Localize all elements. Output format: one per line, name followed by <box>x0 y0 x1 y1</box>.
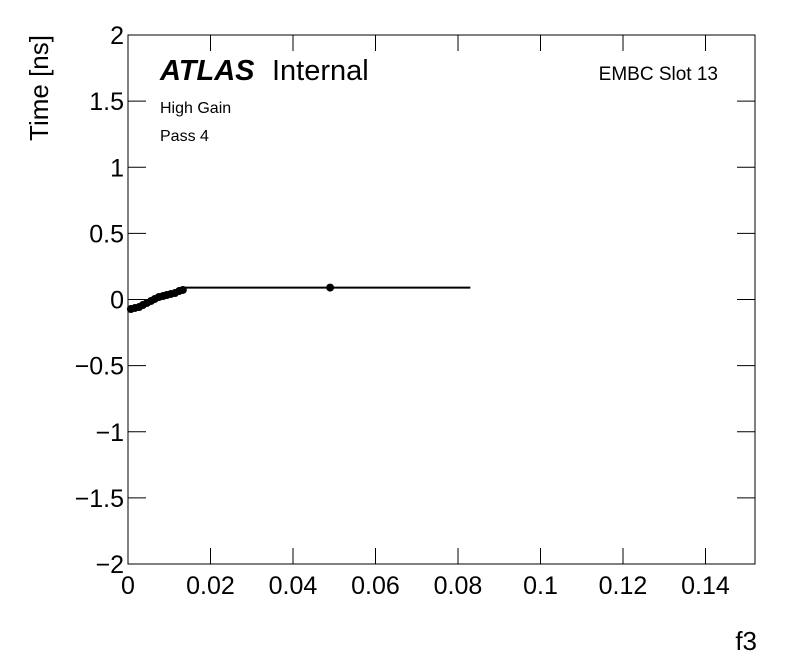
x-tick-label: 0.06 <box>351 572 400 600</box>
y-tick-label: 1.5 <box>89 88 124 116</box>
x-tick-label: 0.08 <box>434 572 483 600</box>
y-tick-label: −0.5 <box>75 353 124 381</box>
y-tick-label: 0.5 <box>89 220 124 248</box>
x-tick-label: 0.1 <box>523 572 558 600</box>
x-tick-label: 0.04 <box>269 572 318 600</box>
data-point <box>326 283 335 292</box>
y-axis-label: Time [ns] <box>24 35 54 141</box>
y-tick-label: −1.5 <box>75 485 124 513</box>
annotation: High Gain <box>160 100 231 117</box>
data-point <box>178 285 187 294</box>
x-tick-label: 0.02 <box>186 572 235 600</box>
atlas-label: ATLAS <box>159 55 255 87</box>
x-tick-label: 0.12 <box>599 572 648 600</box>
y-tick-label: 0 <box>110 287 124 315</box>
annotation: Pass 4 <box>160 128 209 145</box>
x-axis-label: f3 <box>735 626 757 656</box>
y-tick-label: −1 <box>95 419 124 447</box>
y-tick-label: 2 <box>110 22 124 50</box>
x-tick-label: 0.14 <box>681 572 730 600</box>
x-tick-label: 0 <box>121 572 135 600</box>
region-label: EMBC Slot 13 <box>599 64 718 85</box>
chart-title: Internal <box>272 55 369 87</box>
y-tick-label: −2 <box>95 551 124 579</box>
y-tick-label: 1 <box>110 154 124 182</box>
